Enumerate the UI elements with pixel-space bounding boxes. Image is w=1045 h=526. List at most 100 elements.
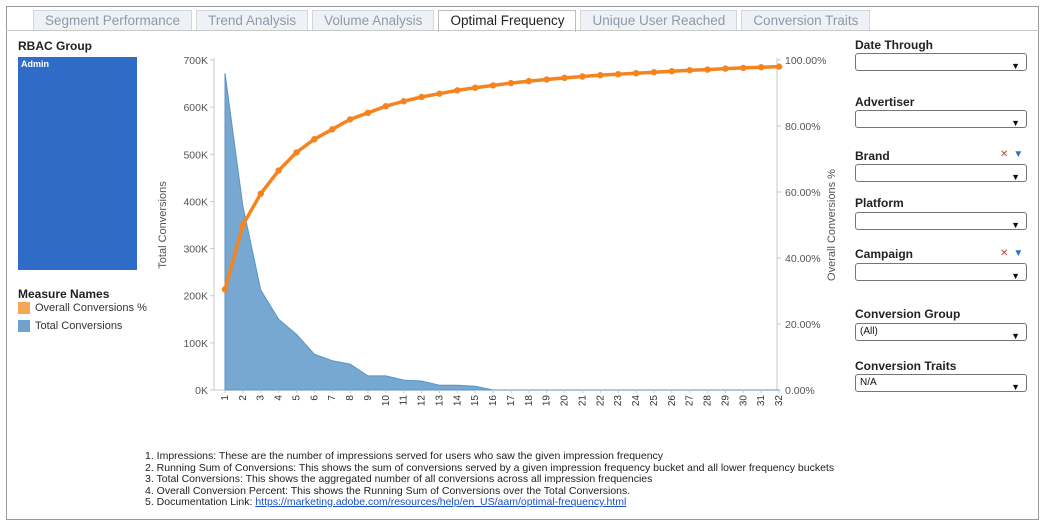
overall-conversions-point [364, 109, 372, 116]
documentation-link[interactable]: https://marketing.adobe.com/resources/he… [255, 496, 627, 508]
overall-conversions-point [221, 286, 229, 293]
x-tick-label: 26 [667, 395, 678, 407]
y-tick-label-left: 400K [183, 196, 208, 208]
x-tick-label: 17 [506, 395, 517, 407]
overall-conversions-point [775, 63, 783, 70]
brand-select[interactable]: ▼ [855, 164, 1027, 182]
x-tick-label: 31 [756, 395, 767, 407]
note-line: 3. Total Conversions: This shows the agg… [145, 473, 653, 485]
clear-filter-icon[interactable]: ✕ [1000, 149, 1009, 160]
x-tick-label: 25 [649, 395, 660, 407]
tab-unique-user-reached[interactable]: Unique User Reached [580, 10, 738, 31]
tab-optimal-frequency[interactable]: Optimal Frequency [438, 10, 577, 32]
y-tick-label-right: 80.00% [785, 121, 821, 133]
overall-conversions-point [579, 73, 586, 80]
x-tick-label: 5 [291, 395, 302, 401]
select-value: N/A [860, 377, 877, 388]
legend-swatch [18, 302, 30, 314]
filter-label-campaign: Campaign [855, 247, 914, 261]
overall-conversions-point [489, 82, 497, 89]
x-tick-label: 12 [417, 395, 428, 407]
y-tick-label-left: 600K [183, 102, 208, 114]
x-tick-label: 30 [738, 395, 749, 407]
note-line: 4. Overall Conversion Percent: This show… [145, 484, 631, 497]
x-tick-label: 24 [631, 395, 642, 407]
x-tick-label: 19 [542, 395, 553, 407]
chevron-down-icon: ▼ [1011, 172, 1020, 182]
overall-conversions-point [561, 74, 568, 82]
x-tick-label: 21 [577, 395, 588, 407]
overall-conversions-point [436, 90, 443, 97]
overall-conversions-point [454, 87, 461, 94]
notes-section: 1. Impressions: These are the number of … [145, 450, 834, 509]
optimal-frequency-chart[interactable]: 0K 100K 200K 300K 400K 500K 600K 700K 0.00% 20.00… [150, 48, 850, 408]
legend-swatch [18, 320, 30, 332]
tab-volume-analysis[interactable]: Volume Analysis [312, 10, 435, 31]
x-tick-label: 20 [560, 395, 571, 407]
overall-conversions-point [525, 77, 533, 85]
x-tick-label: 29 [720, 395, 731, 407]
conversion-group-select[interactable]: (All) ▼ [855, 323, 1027, 341]
chevron-down-icon: ▼ [1011, 331, 1020, 341]
campaign-select[interactable]: ▼ [855, 263, 1027, 281]
brand-filter-icons: ✕ ▼ [1000, 149, 1023, 160]
legend-item-overall-conversions[interactable]: Overall Conversions % [18, 302, 147, 314]
overall-conversions-point [418, 93, 425, 101]
y-tick-label-left: 200K [183, 291, 208, 303]
y-tick-label-right: 40.00% [785, 253, 821, 265]
overall-conversions-point [632, 70, 640, 77]
overall-conversions-point [507, 79, 515, 87]
chevron-down-icon: ▼ [1011, 220, 1020, 230]
chevron-down-icon: ▼ [1011, 118, 1020, 128]
overall-conversions-point [275, 167, 282, 174]
menu-arrow-icon[interactable]: ▼ [1013, 149, 1024, 160]
y-tick-label-left: 500K [183, 149, 208, 161]
legend-title: Measure Names [18, 287, 110, 301]
chevron-down-icon: ▼ [1011, 271, 1020, 281]
y-axis-left-title: Total Conversions [157, 181, 169, 269]
overall-conversions-point [346, 116, 354, 123]
tab-bar: Segment Performance Trend Analysis Volum… [33, 10, 874, 32]
doc-link-prefix: 5. Documentation Link: [145, 496, 256, 508]
x-tick-label: 6 [309, 395, 320, 401]
overall-conversions-point [382, 103, 390, 110]
x-tick-label: 27 [685, 395, 696, 407]
filter-label-conversion-traits: Conversion Traits [855, 359, 957, 373]
tab-trend-analysis[interactable]: Trend Analysis [196, 10, 309, 31]
x-tick-label: 8 [345, 395, 356, 401]
overall-conversions-point [257, 190, 264, 197]
y-tick-label-left: 700K [183, 55, 208, 67]
rbac-group-filter[interactable]: Admin [18, 57, 137, 270]
menu-arrow-icon[interactable]: ▼ [1013, 248, 1024, 259]
y-tick-label-left: 300K [183, 244, 208, 256]
overall-conversions-point [472, 84, 479, 91]
rbac-item-admin[interactable]: Admin [21, 59, 49, 69]
overall-conversions-point [293, 149, 300, 156]
select-value: (All) [860, 326, 878, 337]
filter-label-conversion-group: Conversion Group [855, 307, 961, 321]
overall-conversions-point [650, 69, 658, 76]
tab-segment-performance[interactable]: Segment Performance [33, 10, 193, 31]
conversion-traits-select[interactable]: N/A ▼ [855, 374, 1027, 392]
x-tick-label: 4 [274, 395, 285, 401]
y-tick-label-left: 100K [183, 338, 208, 350]
overall-conversions-point [543, 76, 550, 83]
advertiser-select[interactable]: ▼ [855, 110, 1027, 128]
overall-conversions-point [329, 126, 336, 133]
x-tick-label: 18 [524, 395, 535, 407]
overall-conversions-point [740, 64, 747, 72]
tab-conversion-traits[interactable]: Conversion Traits [741, 10, 871, 31]
legend-label: Total Conversions [35, 320, 123, 332]
x-tick-label: 2 [238, 395, 249, 401]
legend-item-total-conversions[interactable]: Total Conversions [18, 320, 122, 332]
legend-label: Overall Conversions % [35, 302, 147, 314]
date-through-select[interactable]: ▼ [855, 53, 1027, 71]
clear-filter-icon[interactable]: ✕ [1000, 248, 1009, 259]
x-tick-label: 1 [220, 395, 231, 401]
overall-conversions-point [704, 66, 711, 73]
tab-divider [6, 30, 1039, 31]
platform-select[interactable]: ▼ [855, 212, 1027, 230]
campaign-filter-icons: ✕ ▼ [1000, 248, 1023, 259]
overall-conversions-point [400, 98, 407, 105]
overall-conversions-point [597, 71, 604, 79]
